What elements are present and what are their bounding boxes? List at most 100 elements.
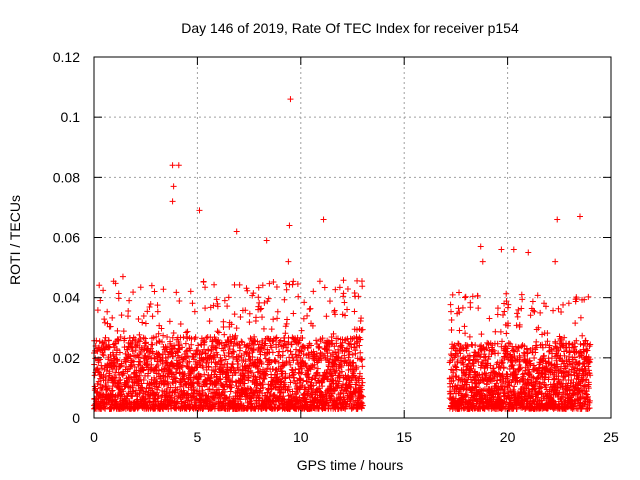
data-point: [164, 385, 171, 392]
data-point: [301, 391, 308, 398]
x-tick-label: 15: [396, 429, 412, 445]
y-tick-label: 0: [72, 410, 80, 426]
data-point: [127, 353, 134, 360]
data-point: [270, 316, 277, 323]
data-point: [184, 397, 191, 404]
chart-title: Day 146 of 2019, Rate Of TEC Index for r…: [181, 20, 519, 36]
data-point: [206, 386, 213, 393]
data-point: [260, 325, 267, 332]
x-axis-label: GPS time / hours: [297, 457, 404, 473]
data-point: [214, 303, 221, 310]
data-point: [274, 308, 281, 315]
data-point: [246, 310, 253, 317]
data-point: [224, 303, 231, 310]
data-point: [255, 368, 262, 375]
data-point: [284, 347, 291, 354]
data-point: [97, 297, 104, 304]
data-point: [126, 297, 133, 304]
data-point: [287, 348, 294, 355]
data-point: [287, 361, 294, 368]
data-point: [225, 294, 232, 301]
data-point: [186, 358, 193, 365]
data-point: [201, 338, 208, 345]
data-point: [261, 375, 268, 382]
y-tick-label: 0.08: [53, 169, 80, 185]
data-point: [222, 344, 229, 351]
data-point: [229, 378, 236, 385]
data-point: [230, 354, 237, 361]
data-point: [269, 349, 276, 356]
data-point: [184, 352, 191, 359]
data-point: [303, 396, 310, 403]
data-point: [265, 295, 272, 302]
data-point: [117, 376, 124, 383]
data-point: [111, 378, 118, 385]
data-point: [188, 371, 195, 378]
data-point: [142, 396, 149, 403]
data-point: [164, 393, 171, 400]
data-point: [108, 388, 115, 395]
data-point: [281, 338, 288, 345]
data-point: [221, 297, 228, 304]
data-point: [202, 284, 209, 291]
data-point: [173, 375, 180, 382]
data-point: [300, 351, 307, 358]
data-point: [298, 369, 305, 376]
data-point: [260, 384, 267, 391]
data-point: [182, 340, 189, 347]
data-point: [211, 353, 218, 360]
data-point: [286, 354, 293, 361]
data-point: [154, 308, 161, 315]
data-point: [232, 332, 239, 339]
data-point: [187, 347, 194, 354]
data-point: [114, 327, 121, 334]
data-point: [121, 335, 128, 342]
data-point: [95, 359, 102, 366]
data-point: [305, 351, 312, 358]
data-point: [140, 376, 147, 383]
data-point: [268, 359, 275, 366]
data-point: [151, 288, 158, 295]
data-point: [139, 384, 146, 391]
y-tick-label: 0.06: [53, 230, 80, 246]
data-point: [273, 284, 280, 291]
data-point: [200, 364, 207, 371]
data-point: [220, 323, 227, 330]
data-point: [258, 305, 265, 312]
data-point: [173, 403, 180, 410]
data-point: [257, 306, 264, 313]
data-point: [159, 358, 166, 365]
data-point: [183, 329, 190, 336]
data-point: [137, 336, 144, 343]
data-point: [160, 286, 167, 293]
data-point: [207, 378, 214, 385]
data-point: [156, 338, 163, 345]
data-point: [294, 356, 301, 363]
data-point: [300, 377, 307, 384]
data-point: [222, 356, 229, 363]
data-point: [155, 330, 162, 337]
data-point: [301, 299, 308, 306]
data-point: [267, 390, 274, 397]
data-point: [105, 344, 112, 351]
data-point: [199, 356, 206, 363]
data-point: [142, 342, 149, 349]
data-point: [129, 348, 136, 355]
data-point: [142, 335, 149, 342]
data-point: [106, 343, 113, 350]
data-point: [138, 380, 145, 387]
data-point: [255, 294, 262, 301]
data-point: [106, 385, 113, 392]
data-point: [188, 341, 195, 348]
data-point: [277, 364, 284, 370]
data-point: [109, 314, 116, 321]
data-point: [220, 318, 227, 325]
data-point: [112, 280, 119, 287]
data-point: [248, 369, 255, 376]
data-point: [256, 394, 263, 401]
data-point: [259, 314, 266, 321]
data-point: [229, 348, 236, 355]
data-point: [307, 342, 314, 349]
data-point: [100, 352, 107, 359]
data-point: [259, 282, 266, 289]
